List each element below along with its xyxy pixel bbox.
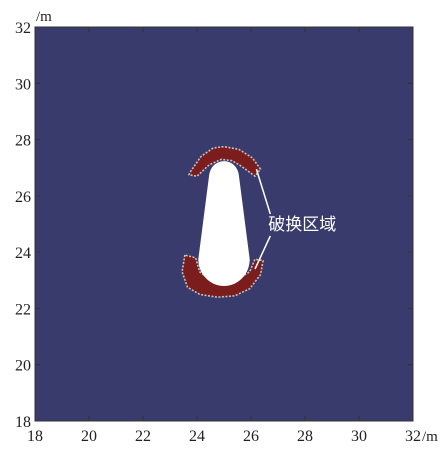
x-tick-label: 20 — [81, 428, 97, 445]
cavity-shape — [198, 161, 250, 287]
annotation-label: 破换区域 — [268, 215, 336, 235]
y-tick-label: 18 — [15, 414, 31, 431]
y-tick-label: 32 — [15, 20, 31, 37]
x-tick-label: 22 — [135, 428, 151, 445]
x-tick-label: 28 — [297, 428, 313, 445]
x-unit-label: /m — [422, 429, 438, 445]
y-tick-label: 30 — [15, 76, 31, 93]
damage-zone-upper — [188, 145, 262, 177]
x-tick-label: 26 — [243, 428, 259, 445]
x-tick-label: 30 — [351, 428, 367, 445]
annotation-pointer-upper — [255, 168, 272, 215]
annotation-pointers — [254, 168, 272, 270]
y-tick-label: 26 — [15, 189, 31, 206]
y-tick-label: 24 — [15, 245, 31, 262]
x-axis: 18 20 22 24 26 28 30 32 — [27, 27, 421, 445]
x-tick-label: 24 — [189, 428, 205, 445]
y-unit-label: /m — [36, 9, 52, 25]
y-tick-label: 20 — [15, 358, 31, 375]
plot-frame — [34, 26, 414, 422]
x-tick-label: 32 — [405, 428, 421, 445]
y-tick-label: 28 — [15, 133, 31, 150]
annotation-pointer-lower — [254, 235, 271, 270]
y-tick-label: 22 — [15, 301, 31, 318]
y-axis: 18 20 22 24 26 28 30 32 — [15, 20, 413, 431]
x-tick-label: 18 — [27, 428, 43, 445]
